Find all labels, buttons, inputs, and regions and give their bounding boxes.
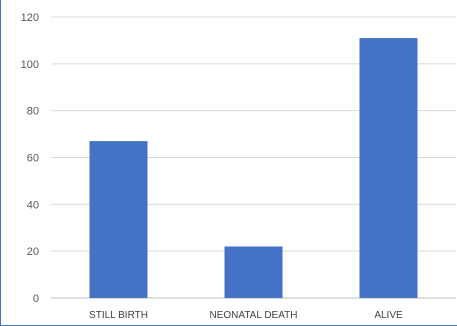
x-category-label-0: STILL BIRTH [89, 310, 148, 321]
y-tick-label-80: 80 [27, 106, 39, 118]
y-tick-label-0: 0 [33, 293, 39, 305]
x-axis-categories: STILL BIRTH NEONATAL DEATH ALIVE [89, 310, 403, 321]
y-tick-label-20: 20 [27, 246, 39, 258]
bar-alive [359, 38, 418, 298]
bar-neonatal-death [224, 246, 283, 298]
y-tick-label-60: 60 [27, 153, 39, 165]
y-tick-label-120: 120 [21, 12, 39, 24]
bars [89, 38, 418, 298]
x-category-label-2: ALIVE [374, 310, 403, 321]
bar-still-birth [89, 141, 148, 298]
x-category-label-1: NEONATAL DEATH [210, 310, 298, 321]
y-tick-label-40: 40 [27, 199, 39, 211]
y-axis-ticks: 0 20 40 60 80 100 120 [21, 12, 39, 305]
y-tick-label-100: 100 [21, 59, 39, 71]
